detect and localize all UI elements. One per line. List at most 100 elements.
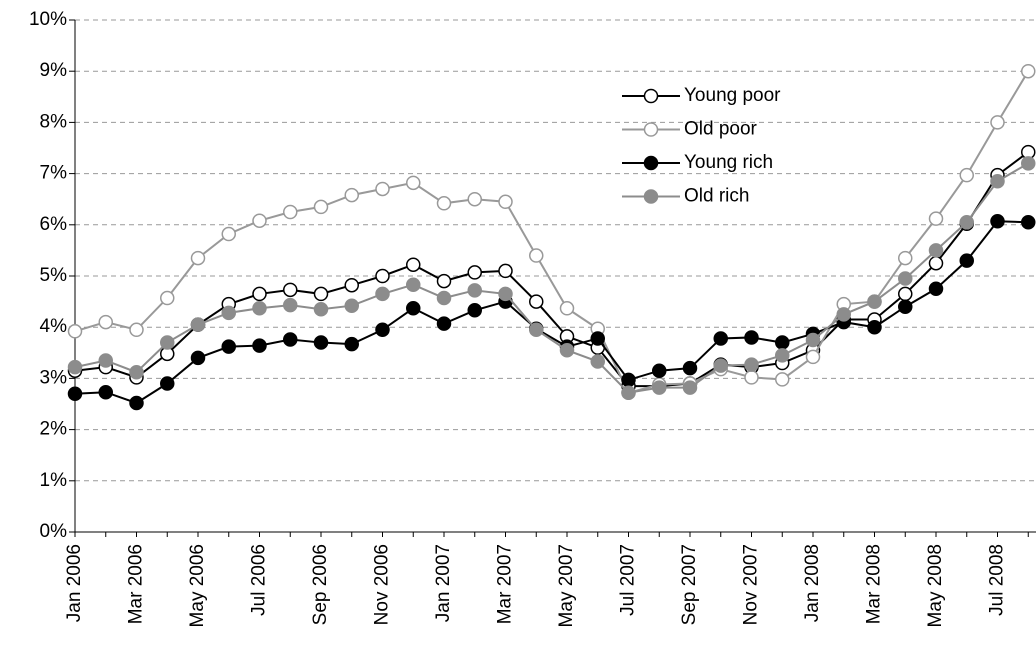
y-tick-label: 5% — [40, 265, 68, 286]
x-tick-label: Jul 2008 — [987, 544, 1008, 616]
data-point — [67, 359, 83, 375]
y-tick-label: 1% — [40, 470, 68, 491]
data-point — [775, 335, 790, 350]
data-point — [283, 297, 298, 313]
data-point — [344, 298, 359, 313]
data-point — [436, 316, 452, 331]
data-point — [529, 294, 544, 309]
data-point — [498, 286, 513, 302]
data-point — [898, 286, 913, 302]
data-point — [590, 354, 605, 369]
y-tick-label: 4% — [40, 316, 68, 337]
data-point — [252, 338, 267, 353]
data-point — [436, 196, 452, 211]
legend-label: Young rich — [684, 152, 773, 173]
data-point — [959, 253, 974, 268]
data-point — [928, 243, 944, 258]
data-point — [928, 211, 944, 226]
data-point — [406, 175, 421, 191]
data-point — [621, 385, 636, 400]
data-point — [898, 250, 913, 266]
data-point — [252, 286, 267, 302]
data-point — [1021, 156, 1036, 171]
data-point — [252, 301, 267, 316]
data-point — [529, 248, 544, 263]
data-point — [313, 335, 329, 350]
data-point — [406, 301, 421, 316]
data-point — [283, 204, 298, 220]
y-tick-label: 6% — [40, 214, 68, 235]
x-tick-label: Sep 2007 — [679, 544, 700, 625]
y-tick-label: 2% — [40, 419, 68, 440]
y-tick-label: 10% — [29, 9, 67, 30]
data-point — [344, 277, 359, 293]
data-point — [375, 181, 390, 197]
data-point — [67, 324, 83, 339]
x-tick-label: Sep 2006 — [310, 544, 331, 625]
data-point — [436, 273, 452, 289]
data-point — [375, 322, 390, 338]
data-point — [713, 358, 728, 373]
data-point — [498, 263, 513, 279]
data-point — [375, 286, 390, 302]
x-tick-label: Jan 2007 — [433, 544, 454, 622]
data-point — [467, 265, 482, 280]
legend-marker — [643, 122, 659, 137]
data-point — [129, 322, 144, 338]
data-point — [744, 330, 759, 345]
legend-label: Old poor — [684, 119, 758, 140]
data-point — [221, 305, 236, 321]
data-point — [805, 349, 821, 365]
data-point — [898, 299, 913, 314]
data-point — [190, 350, 206, 366]
y-tick-label: 3% — [40, 367, 68, 388]
data-point — [67, 386, 83, 402]
data-point — [375, 268, 390, 284]
data-point — [129, 395, 144, 411]
legend-label: Old rich — [684, 186, 749, 207]
series-line — [74, 162, 1029, 394]
data-point — [313, 199, 329, 215]
data-point — [713, 331, 728, 346]
legend-marker — [643, 189, 659, 204]
data-point — [928, 281, 944, 297]
x-tick-label: Mar 2007 — [495, 544, 516, 624]
data-point — [990, 174, 1005, 189]
data-point — [313, 286, 329, 302]
data-point — [744, 357, 759, 372]
y-tick-label: 0% — [40, 521, 68, 542]
data-point — [467, 303, 482, 318]
data-point — [98, 384, 113, 400]
data-point — [990, 213, 1005, 229]
x-tick-label: May 2007 — [556, 544, 577, 627]
series-line — [74, 70, 1030, 394]
data-point — [221, 339, 236, 354]
data-point — [344, 336, 359, 352]
data-point — [344, 187, 359, 203]
x-tick-label: Jan 2006 — [64, 544, 85, 622]
data-point — [559, 342, 575, 358]
y-tick-label: 7% — [40, 163, 68, 184]
data-point — [313, 302, 329, 317]
data-point — [221, 226, 236, 242]
data-point — [744, 370, 759, 385]
data-point — [252, 213, 267, 228]
x-tick-label: Jul 2007 — [618, 544, 639, 616]
data-point — [283, 282, 298, 298]
data-point — [129, 365, 144, 380]
x-tick-label: Nov 2007 — [741, 544, 762, 625]
data-point — [682, 380, 698, 395]
data-point — [98, 314, 113, 330]
data-point — [959, 167, 974, 183]
data-point — [836, 307, 851, 322]
data-point — [98, 353, 113, 368]
x-tick-label: Jan 2008 — [802, 544, 823, 622]
data-point — [436, 290, 452, 306]
data-point — [898, 271, 913, 286]
data-point — [406, 257, 421, 272]
y-tick-label: 9% — [40, 60, 68, 81]
data-point — [160, 335, 175, 350]
x-tick-label: Jul 2006 — [249, 544, 270, 616]
data-point — [406, 277, 421, 292]
